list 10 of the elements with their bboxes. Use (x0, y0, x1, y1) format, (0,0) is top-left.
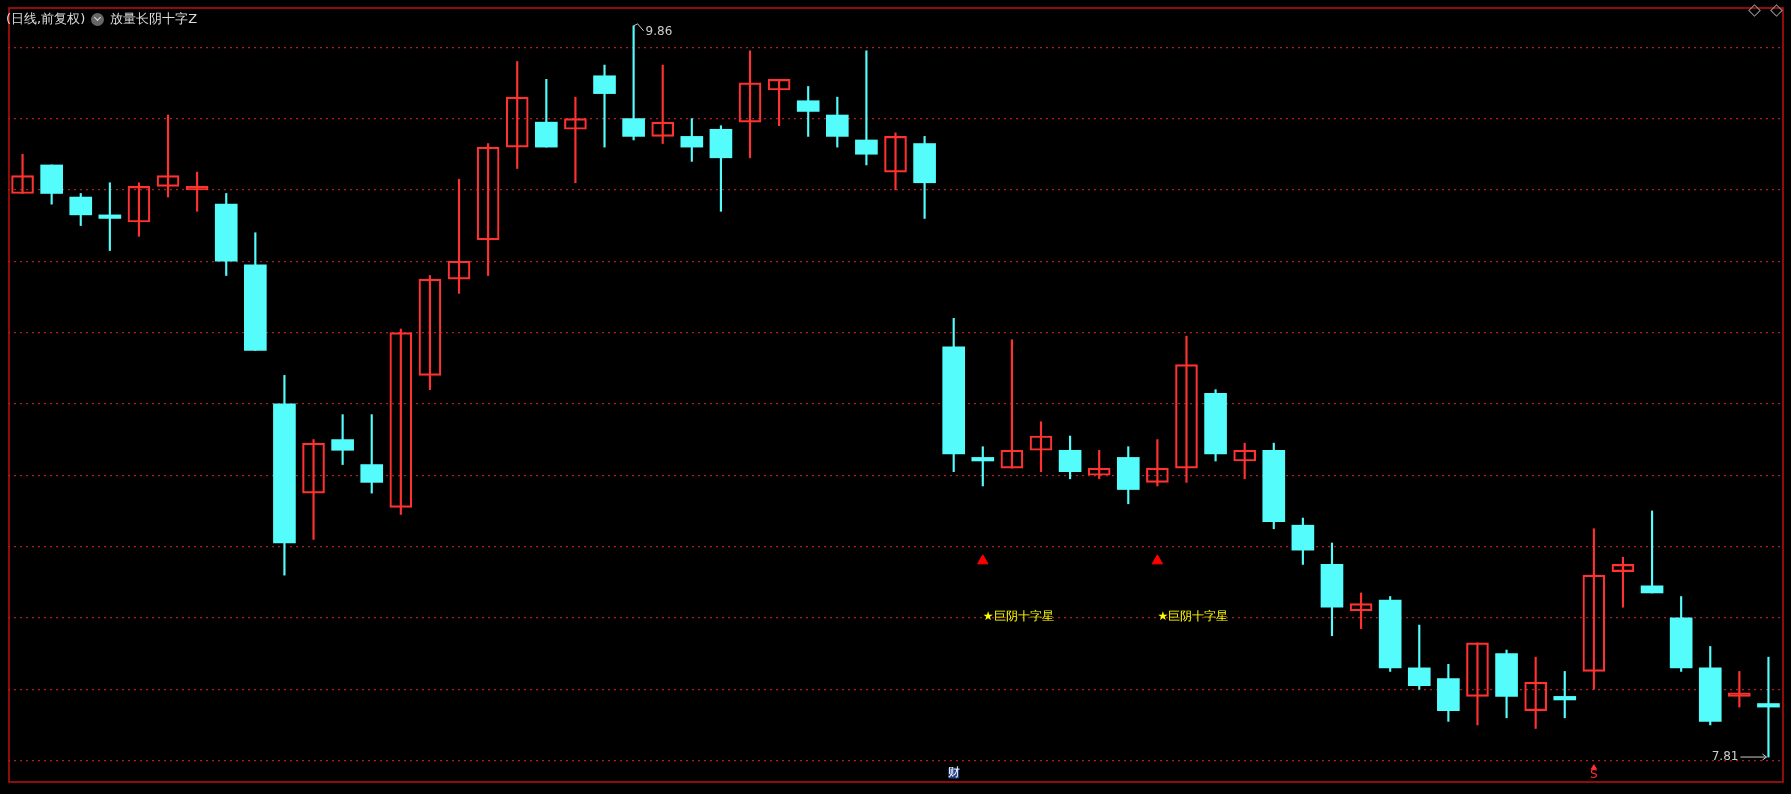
candlestick (1757, 656, 1780, 758)
text: ★巨阴十字星 (982, 608, 1054, 623)
text: 7.81 (1711, 749, 1739, 764)
chart-title: (日线,前复权) (6, 10, 86, 28)
text: 9.86 (645, 23, 673, 38)
text: ★巨阴十字星 (1157, 608, 1229, 623)
candlestick (593, 64, 616, 148)
data-label: S (1590, 766, 1598, 781)
chart-subtitle: 放量长阴十字Z (110, 10, 198, 28)
data-label: 财 (947, 765, 960, 780)
